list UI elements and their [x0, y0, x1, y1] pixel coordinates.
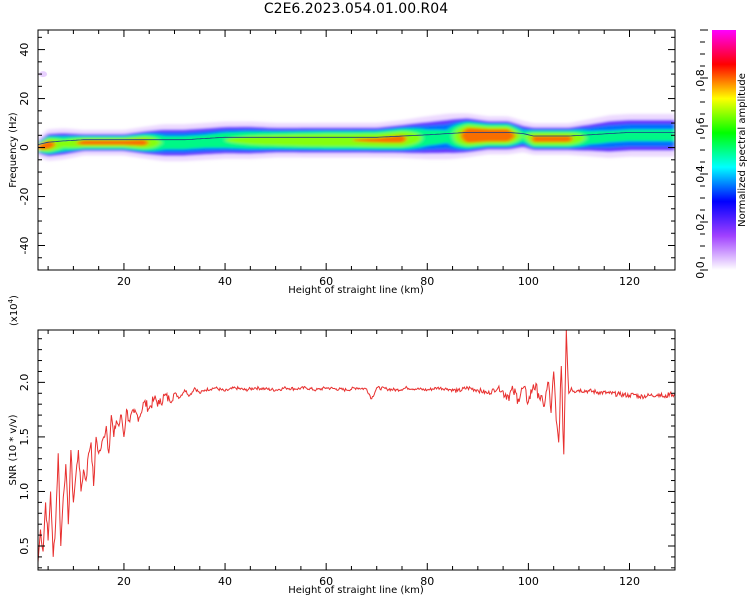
snr-x-axis-label: Height of straight line (km)	[288, 585, 424, 596]
spectrogram-frame	[37, 29, 676, 271]
x-tick-label: 40	[218, 275, 232, 288]
x-tick-label: 40	[218, 575, 232, 588]
spectrogram-band-edge	[38, 131, 675, 145]
x-tick-label: 80	[420, 575, 434, 588]
y-tick-label: 0.5	[18, 537, 31, 555]
y-tick-label: 2.0	[18, 374, 31, 392]
snr-series-line	[38, 330, 675, 563]
spectrogram-artifact	[39, 71, 48, 78]
x-tick-label: 20	[117, 575, 131, 588]
colorbar-tick-label: 0.2	[694, 213, 707, 231]
x-tick-label: 100	[518, 275, 539, 288]
spectrogram-level-4	[38, 124, 675, 152]
spectrogram-panel: 20 40 60 80 100 120 -40 -20 0 20 40 Height of str…	[8, 29, 676, 296]
snr-panel: 20 40 60 80 100 120 0.5 1.0 1.5 2.0 Height of st…	[7, 295, 676, 596]
y-tick-label: 1.5	[18, 428, 31, 446]
colorbar-label: Normalized spectral amplitude	[737, 73, 748, 227]
x-tick-label: 60	[319, 275, 333, 288]
x-tick-label: 120	[619, 575, 640, 588]
y-tick-label: 0	[18, 144, 31, 151]
x-tick-label: 120	[619, 275, 640, 288]
colorbar-tick-label: 0.8	[694, 69, 707, 87]
y-tick-label: 1.0	[18, 483, 31, 501]
x-tick-label: 60	[319, 575, 333, 588]
spectrogram-x-ticks: 20 40 60 80 100 120	[47, 30, 656, 288]
colorbar: 0.0 0.2 0.4 0.6 0.8 Normalized spectral ampl…	[694, 29, 748, 279]
spectrogram-x-axis-label: Height of straight line (km)	[288, 285, 424, 296]
snr-plot-area	[38, 330, 675, 570]
x-tick-label: 80	[420, 275, 434, 288]
y-tick-label: -40	[18, 237, 31, 255]
snr-multiplier-label: (x104)	[7, 295, 20, 326]
colorbar-tick-label: 0.0	[694, 261, 707, 279]
y-tick-label: 40	[18, 43, 31, 57]
x-tick-label: 20	[117, 275, 131, 288]
spectrogram-level-5	[38, 127, 675, 150]
spectrogram-heatmap	[38, 71, 675, 162]
spectrogram-y-axis-label: Frequency (Hz)	[8, 112, 19, 188]
colorbar-tick-label: 0.6	[694, 117, 707, 135]
colorbar-tick-label: 0.4	[694, 165, 707, 183]
snr-y-ticks: 0.5 1.0 1.5 2.0	[18, 338, 675, 569]
chart-title: C2E6.2023.054.01.00.R04	[263, 1, 449, 17]
y-tick-label: -20	[18, 188, 31, 206]
y-tick-label: 20	[18, 92, 31, 106]
snr-frame	[37, 329, 676, 571]
snr-y-axis-label: SNR (10 * v/v)	[8, 414, 19, 485]
x-tick-label: 100	[518, 575, 539, 588]
snr-x-ticks: 20 40 60 80 100 120	[47, 330, 656, 588]
spectrogram-y-ticks: -40 -20 0 20 40	[18, 36, 675, 271]
colorbar-ticks: 0.0 0.2 0.4 0.6 0.8	[694, 29, 708, 279]
colorbar-gradient	[712, 30, 736, 270]
